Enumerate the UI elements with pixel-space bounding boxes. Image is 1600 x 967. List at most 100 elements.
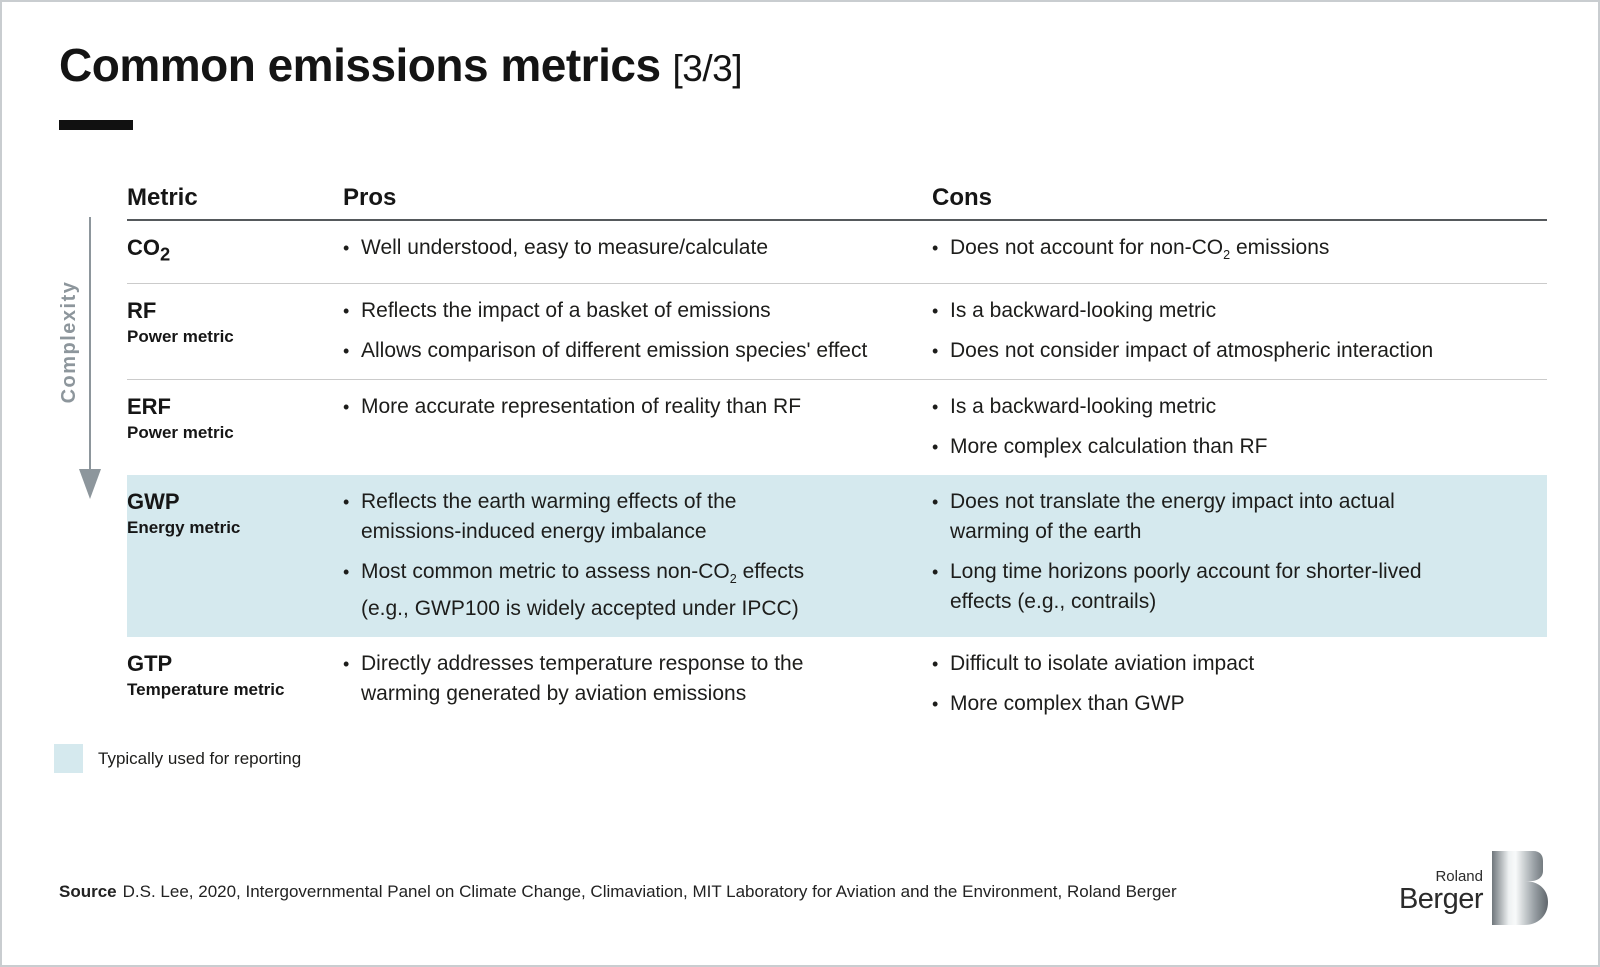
bullet-text: Well understood, easy to measure/calcula… [361,236,768,259]
metric-cell: RF Power metric [127,296,343,366]
bullet-dot-icon: • [343,562,350,583]
bullet-dot-icon: • [343,238,350,258]
bullet-dot-icon: • [932,492,939,513]
table-row-gwp: GWP Energy metric • Reflects the earth warm… [127,475,1547,638]
bullet-item: • Reflects the impact of a basket of emis… [343,296,904,326]
metric-type-label: Power metric [127,327,234,347]
page-title: Common emissions metrics [3/3] [59,38,743,92]
pros-cell: • Reflects the earth warming effects of t… [343,487,932,624]
table-row-rf: RF Power metric • Reflects the impact of a … [127,284,1547,381]
column-header-metric: Metric [127,184,198,211]
complexity-axis-label: Complexity [58,280,80,404]
bullet-item: • Directly addresses temperature response… [343,649,904,709]
bullet-text: Reflects the impact of a basket of emiss… [361,299,771,323]
page-title-text: Common emissions metrics [59,39,661,91]
bullet-text: Allows comparison of different emission … [361,339,868,363]
pros-cell: • Directly addresses temperature response… [343,649,932,719]
bullet-text: Reflects the earth warming effects of th… [361,490,737,544]
bullet-dot-icon: • [932,562,939,583]
bullet-item: • Allows comparison of different emission… [343,336,904,366]
bullet-text: Directly addresses temperature response … [361,652,804,706]
logo-word-roland: Roland [1435,868,1483,885]
bullet-item: • More accurate representation of reality… [343,392,904,422]
bullet-text: Does not translate the energy impact int… [950,490,1395,544]
bullet-item: • Does not translate the energy impact in… [932,487,1519,547]
bullet-dot-icon: • [932,397,939,418]
metric-name: RF [127,298,157,324]
title-accent-bar [59,120,133,130]
table-header-row: Metric Pros Cons [127,172,1547,221]
metrics-table-body: CO2 • Well understood, easy to measure/cal… [127,221,1547,732]
bullet-item: • Difficult to isolate aviation impact [932,649,1519,679]
bullet-item: • Is a backward-looking metric [932,296,1519,326]
bullet-dot-icon: • [343,301,350,322]
bullet-item: • Does not consider impact of atmospheric… [932,336,1519,366]
bullet-text: Does not consider impact of atmospheric … [950,339,1434,363]
legend-label: Typically used for reporting [98,748,302,768]
bullet-dot-icon: • [932,301,939,322]
bullet-item: • Most common metric to assess non-CO2 ef… [343,557,904,624]
bullet-text: More complex calculation than RF [950,435,1268,459]
cons-cell: • Is a backward-looking metric • Does not c… [932,296,1547,366]
roland-berger-wordmark: Roland Berger [1398,863,1484,915]
bullet-dot-icon: • [343,397,350,418]
bullet-text: Is a backward-looking metric [950,299,1217,323]
cons-cell: • Is a backward-looking metric • More compl… [932,392,1547,462]
bullet-dot-icon: • [932,694,939,715]
metric-name: CO2 [127,235,171,265]
source-text: D.S. Lee, 2020, Intergovernmental Panel … [122,882,1177,901]
bullet-item: • More complex than GWP [932,689,1519,719]
table-row-co2: CO2 • Well understood, easy to measure/cal… [127,221,1547,285]
bullet-dot-icon: • [343,341,350,362]
bullet-text: Is a backward-looking metric [950,395,1217,419]
bullet-dot-icon: • [932,341,939,362]
bullet-dot-icon: • [932,238,939,258]
bullet-item: • Does not account for non-CO2 emissions [932,233,1519,270]
bullet-dot-icon: • [932,654,939,675]
metric-cell: CO2 [127,233,343,270]
legend: Typically used for reporting [54,744,301,773]
bullet-item: • Long time horizons poorly account for s… [932,557,1519,617]
bullet-item: • Well understood, easy to measure/calcul… [343,233,904,263]
table-row-gtp: GTP Temperature metric • Directly addresses… [127,637,1547,732]
roland-berger-logo: Roland Berger [1399,851,1548,925]
metric-name: GTP [127,651,173,677]
pros-cell: • Well understood, easy to measure/calcul… [343,233,932,270]
bullet-item: • Is a backward-looking metric [932,392,1519,422]
metric-type-label: Energy metric [127,518,241,538]
metric-cell: GTP Temperature metric [127,649,343,719]
metric-name: GWP [127,489,180,515]
source-label: Source [59,882,117,901]
metric-type-label: Power metric [127,423,234,443]
bullet-text: More accurate representation of reality … [361,395,802,419]
complexity-arrow-line [89,217,91,469]
metrics-table: Metric Pros Cons CO2 • Well understood, ea… [127,172,1547,732]
source-note: Source D.S. Lee, 2020, Intergovernmental … [59,882,1177,902]
bullet-dot-icon: • [932,437,939,458]
bullet-dot-icon: • [343,654,350,675]
bullet-text: More complex than GWP [950,692,1185,716]
complexity-arrow-down-icon [79,469,101,499]
cons-cell: • Difficult to isolate aviation impact • Mo… [932,649,1547,719]
metric-cell: ERF Power metric [127,392,343,462]
pros-cell: • Reflects the impact of a basket of emis… [343,296,932,366]
table-row-erf: ERF Power metric • More accurate representa… [127,380,1547,475]
logo-word-berger: Berger [1398,883,1484,915]
pros-cell: • More accurate representation of reality… [343,392,932,462]
page-title-counter: [3/3] [672,48,743,89]
cons-cell: • Does not account for non-CO2 emissions [932,233,1547,270]
bullet-text: Does not account for non-CO2 emissions [950,236,1330,263]
bullet-item: • Reflects the earth warming effects of t… [343,487,904,547]
column-header-pros: Pros [343,184,397,211]
metric-name: ERF [127,394,171,420]
cons-cell: • Does not translate the energy impact in… [932,487,1547,624]
legend-swatch [54,744,83,773]
metric-cell: GWP Energy metric [127,487,343,624]
bullet-item: • More complex calculation than RF [932,432,1519,462]
column-header-cons: Cons [932,184,992,211]
bullet-dot-icon: • [343,492,350,513]
bullet-text: Long time horizons poorly account for sh… [950,560,1422,614]
bullet-text: Difficult to isolate aviation impact [950,652,1255,676]
metric-type-label: Temperature metric [127,680,285,700]
